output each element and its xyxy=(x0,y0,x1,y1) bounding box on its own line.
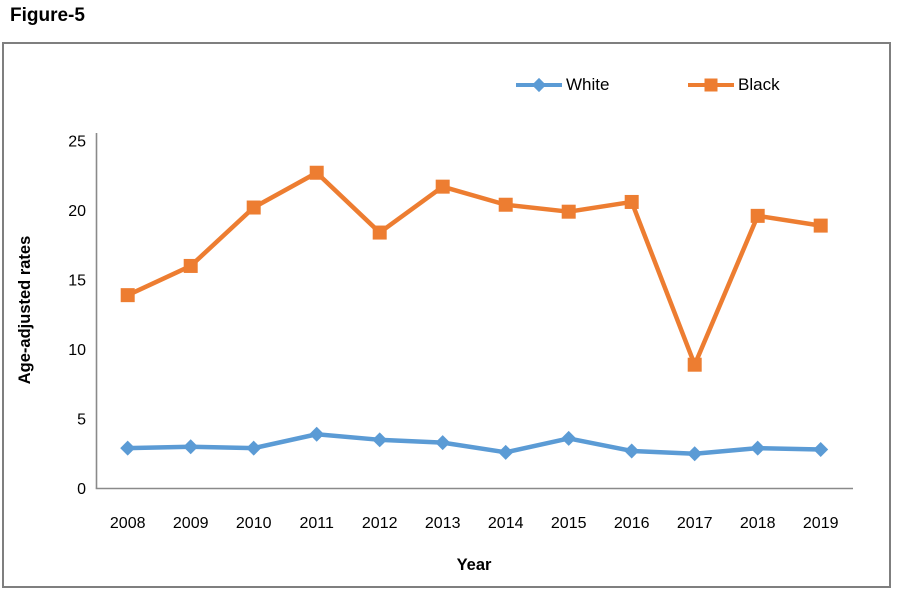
marker-white-2008 xyxy=(120,440,136,456)
marker-black-2017 xyxy=(687,357,702,372)
marker-white-2014 xyxy=(498,444,514,460)
marker-black-2008 xyxy=(120,288,135,303)
marker-black-2010 xyxy=(246,200,261,215)
marker-white-2010 xyxy=(246,440,262,456)
marker-black-2019 xyxy=(813,218,828,233)
legend-label-black: Black xyxy=(738,75,780,94)
x-axis-tick-label: 2011 xyxy=(299,515,334,532)
x-axis-tick-label: 2019 xyxy=(803,515,839,532)
x-axis-tick-label: 2010 xyxy=(236,515,272,532)
marker-black-2012 xyxy=(372,225,387,240)
marker-black-2011 xyxy=(309,165,324,180)
marker-black-2016 xyxy=(624,194,639,209)
y-axis-title: Age-adjusted rates xyxy=(16,236,34,385)
x-axis-tick-label: 2014 xyxy=(488,515,524,532)
line-chart: 0 5 10 15 20 25 2008 2009 2010 2011 2012 2013 2014 20… xyxy=(16,133,853,574)
marker-white-2012 xyxy=(372,432,388,448)
y-axis-tick-label: 0 xyxy=(77,481,86,498)
legend-marker-white-icon xyxy=(516,77,562,93)
marker-white-2015 xyxy=(561,430,577,446)
marker-white-2018 xyxy=(750,440,766,456)
series-line-white xyxy=(125,432,823,456)
y-axis-tick-label: 25 xyxy=(68,133,86,150)
x-axis-title: Year xyxy=(457,556,492,574)
chart-area: 0 5 10 15 20 25 2008 2009 2010 2011 2012 2013 2014 20… xyxy=(2,42,891,588)
marker-white-2013 xyxy=(435,435,451,451)
figure-title: Figure-5 xyxy=(10,5,85,26)
marker-black-2009 xyxy=(183,258,198,273)
marker-white-2011 xyxy=(309,426,325,442)
marker-black-2014 xyxy=(498,197,513,212)
x-axis-tick-label: 2008 xyxy=(110,515,146,532)
legend-marker-black-icon xyxy=(688,77,734,93)
legend-item-white: White xyxy=(516,76,609,94)
marker-white-2016 xyxy=(624,443,640,459)
y-axis-tick-label: 20 xyxy=(68,203,86,220)
y-axis-tick-label: 5 xyxy=(77,411,86,428)
marker-white-2009 xyxy=(183,439,199,455)
marker-black-2018 xyxy=(750,208,765,223)
x-axis-tick-label: 2013 xyxy=(425,515,461,532)
legend-label-white: White xyxy=(566,75,610,94)
marker-black-2015 xyxy=(561,204,576,219)
x-axis-tick-label: 2018 xyxy=(740,515,776,532)
marker-white-2019 xyxy=(813,442,829,458)
marker-black-2013 xyxy=(435,179,450,194)
legend-item-black: Black xyxy=(688,76,780,94)
marker-white-2017 xyxy=(687,446,703,462)
y-axis-tick-label: 15 xyxy=(68,272,86,289)
x-axis-tick-label: 2012 xyxy=(362,515,398,532)
y-axis-tick-label: 10 xyxy=(68,342,86,359)
series-line-black xyxy=(125,170,823,367)
x-axis-tick-label: 2017 xyxy=(677,515,713,532)
x-axis-tick-label: 2009 xyxy=(173,515,209,532)
x-axis-tick-label: 2015 xyxy=(551,515,587,532)
x-axis-tick-label: 2016 xyxy=(614,515,650,532)
